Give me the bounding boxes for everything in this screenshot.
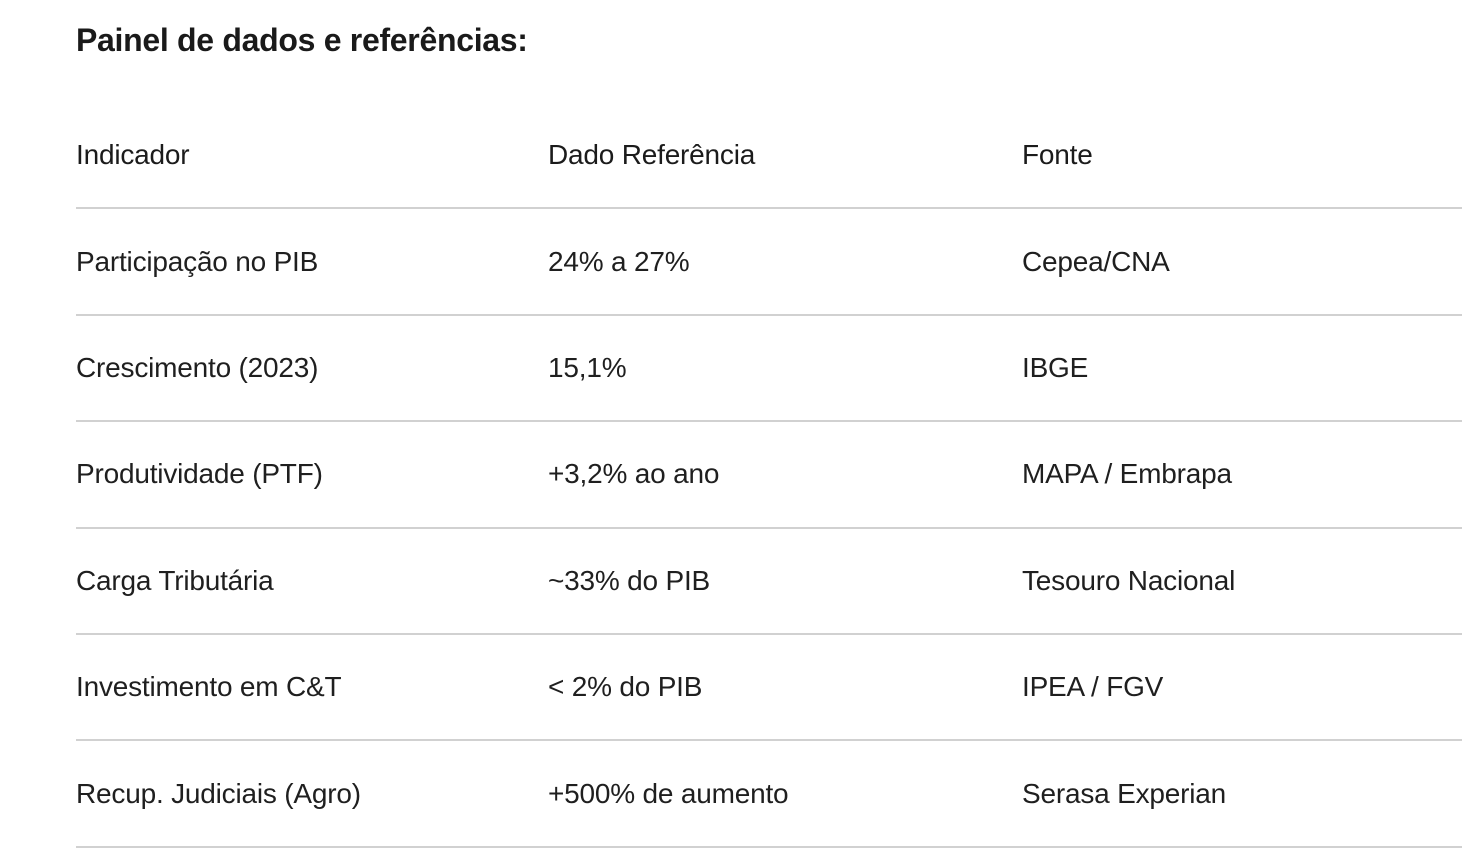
cell-indicador: Produtividade (PTF) (76, 458, 323, 490)
cell-dado-referencia: ~33% do PIB (548, 564, 711, 596)
cell-fonte: Tesouro Nacional (1022, 564, 1236, 596)
table-row: Investimento em C&T < 2% do PIB IPEA / F… (76, 635, 1462, 742)
cell-dado-referencia: 24% a 27% (548, 245, 690, 277)
table-row: Participação no PIB 24% a 27% Cepea/CNA (76, 209, 1462, 316)
column-header-dado-referencia: Dado Referência (548, 139, 756, 171)
cell-indicador: Crescimento (2023) (76, 351, 319, 383)
table-body: Participação no PIB 24% a 27% Cepea/CNA … (76, 209, 1462, 848)
cell-indicador: Recup. Judiciais (Agro) (76, 777, 361, 809)
page-title: Painel de dados e referências: (76, 22, 528, 58)
table-header-row: Indicador Dado Referência Fonte (76, 103, 1462, 210)
table-row: Carga Tributária ~33% do PIB Tesouro Nac… (76, 529, 1462, 635)
table-row: Recup. Judiciais (Agro) +500% de aumento… (76, 741, 1462, 848)
cell-dado-referencia: +500% de aumento (548, 777, 789, 809)
table-row: Produtividade (PTF) +3,2% ao ano MAPA / … (76, 422, 1462, 529)
cell-dado-referencia: 15,1% (548, 351, 627, 383)
column-header-fonte: Fonte (1022, 139, 1093, 171)
data-table: Indicador Dado Referência Fonte Particip… (76, 103, 1462, 848)
cell-dado-referencia: < 2% do PIB (548, 671, 703, 703)
cell-fonte: Serasa Experian (1022, 777, 1227, 809)
cell-fonte: IBGE (1022, 351, 1089, 383)
cell-fonte: Cepea/CNA (1022, 245, 1170, 277)
column-header-indicador: Indicador (76, 139, 190, 171)
cell-dado-referencia: +3,2% ao ano (548, 458, 720, 490)
cell-fonte: IPEA / FGV (1022, 671, 1164, 703)
table-row: Crescimento (2023) 15,1% IBGE (76, 316, 1462, 423)
cell-fonte: MAPA / Embrapa (1022, 458, 1232, 490)
cell-indicador: Participação no PIB (76, 245, 319, 277)
cell-indicador: Carga Tributária (76, 564, 274, 596)
cell-indicador: Investimento em C&T (76, 671, 342, 703)
